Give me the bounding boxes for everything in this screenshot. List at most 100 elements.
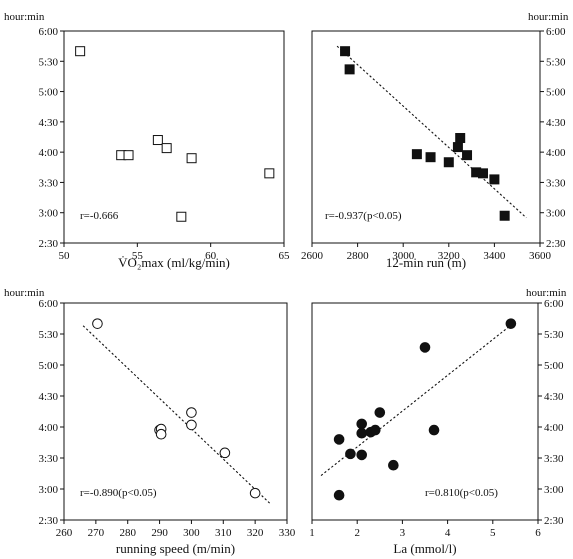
chart-panel-4: hour:min 2:30 3:00 3:30 4:00 4:30 5:00 5:30 6:00… [309, 287, 567, 556]
y-tick-label: 4:00 [546, 147, 566, 159]
y-tick-label: 3:00 [38, 208, 58, 220]
y-tick-label: 3:30 [544, 453, 564, 465]
y-tick-label: 6:00 [546, 26, 566, 38]
y-tick-label: 3:30 [38, 177, 58, 189]
y-unit-label: hour:min [526, 287, 567, 299]
data-point [186, 407, 197, 418]
correlation-annotation: r=-0.666 [80, 210, 119, 222]
data-point [340, 46, 351, 57]
data-point [462, 150, 473, 161]
x-tick-label: 3200 [438, 250, 461, 262]
x-tick-label: 3000 [392, 250, 415, 262]
y-tick-label: 5:30 [546, 56, 566, 68]
y-tick-label: 4:30 [546, 117, 566, 129]
x-tick-label: 2800 [347, 250, 370, 262]
y-tick-label: 4:00 [38, 147, 58, 159]
x-tick-label: 260 [56, 527, 73, 539]
plot-frame [63, 30, 285, 244]
data-point [75, 46, 86, 57]
correlation-annotation: r=-0.937(p<0.05) [325, 210, 402, 222]
y-tick-label: 6:00 [38, 298, 58, 310]
chart-panel-2: hour:min 2:30 3:00 3:30 4:00 4:30 5:00 5:30 6:00… [301, 11, 569, 270]
y-tick-label: 2:30 [38, 238, 58, 250]
data-point [374, 407, 386, 418]
y-tick-label: 3:00 [546, 208, 566, 220]
x-tick-label: 1 [309, 527, 315, 539]
y-tick-label: 5:00 [38, 360, 58, 372]
x-tick-label: 2600 [301, 250, 324, 262]
data-point [356, 449, 368, 461]
correlation-annotation: r=-0.890(p<0.05) [80, 487, 157, 499]
x-axis-label: 12-min run (m) [386, 255, 466, 270]
correlation-annotation: r=0.810(p<0.05) [425, 487, 498, 499]
y-tick-label: 5:00 [546, 87, 566, 99]
x-tick-label: 65 [279, 250, 291, 262]
data-point [419, 342, 431, 353]
data-point [333, 489, 345, 501]
data-point [455, 133, 466, 144]
data-point [356, 427, 368, 439]
data-point [411, 149, 422, 160]
y-tick-label: 4:30 [544, 391, 564, 403]
y-tick-label: 4:00 [544, 422, 564, 434]
x-tick-label: 55 [132, 250, 144, 262]
x-axis-label: V̇O₂max (ml/kg/min) [118, 255, 230, 270]
data-point [264, 168, 275, 179]
data-point [123, 150, 134, 161]
data-point [92, 318, 103, 329]
data-point [344, 64, 355, 75]
plot-frame [311, 302, 539, 521]
y-tick-label: 5:30 [38, 56, 58, 68]
x-tick-label: 2 [354, 527, 360, 539]
data-point [388, 459, 399, 471]
y-tick-label: 6:00 [544, 298, 564, 310]
y-tick-label: 3:30 [546, 177, 566, 189]
data-point [369, 424, 381, 436]
data-point [356, 418, 368, 430]
data-point [505, 318, 517, 329]
data-point [176, 211, 187, 222]
data-point [499, 210, 510, 221]
x-tick-label: 330 [279, 527, 296, 539]
data-point [219, 447, 231, 459]
x-tick-label: 3600 [529, 250, 552, 262]
data-point [186, 419, 197, 431]
data-point [452, 142, 463, 153]
x-tick-label: 50 [59, 250, 71, 262]
y-unit-label: hour:min [4, 11, 45, 23]
x-tick-label: 280 [119, 527, 136, 539]
y-unit-label: hour:min [4, 287, 45, 299]
y-tick-label: 3:30 [38, 453, 58, 465]
x-tick-label: 3400 [483, 250, 506, 262]
y-tick-label: 5:30 [38, 329, 58, 341]
chart-panel-3: hour:min 2:30 3:00 3:30 4:00 4:30 5:00 5:30 6:00… [4, 287, 296, 556]
data-point [489, 174, 500, 185]
data-point [345, 448, 356, 460]
y-tick-label: 2:30 [544, 515, 564, 527]
data-point [478, 168, 488, 179]
y-unit-label: hour:min [528, 11, 569, 23]
x-tick-label: 5 [490, 527, 496, 539]
x-tick-label: 4 [445, 527, 451, 539]
x-tick-label: 3 [400, 527, 406, 539]
y-tick-label: 5:30 [544, 329, 564, 341]
y-tick-label: 2:30 [546, 238, 566, 250]
plot-frame [63, 302, 288, 521]
x-tick-label: 300 [183, 527, 200, 539]
y-tick-label: 5:00 [544, 360, 564, 372]
data-point [152, 135, 163, 146]
y-tick-label: 4:30 [38, 391, 58, 403]
x-tick-label: 270 [88, 527, 105, 539]
data-point [443, 157, 454, 168]
data-point [155, 428, 167, 440]
x-axis-label: running speed (m/min) [116, 541, 235, 556]
x-axis-label: La (mmol/l) [393, 541, 456, 556]
regression-line [336, 45, 527, 219]
data-point [425, 152, 436, 163]
y-tick-label: 4:30 [38, 117, 58, 129]
x-tick-label: 290 [151, 527, 168, 539]
y-tick-label: 3:00 [38, 484, 58, 496]
y-tick-label: 3:00 [544, 484, 564, 496]
x-tick-label: 60 [205, 250, 217, 262]
